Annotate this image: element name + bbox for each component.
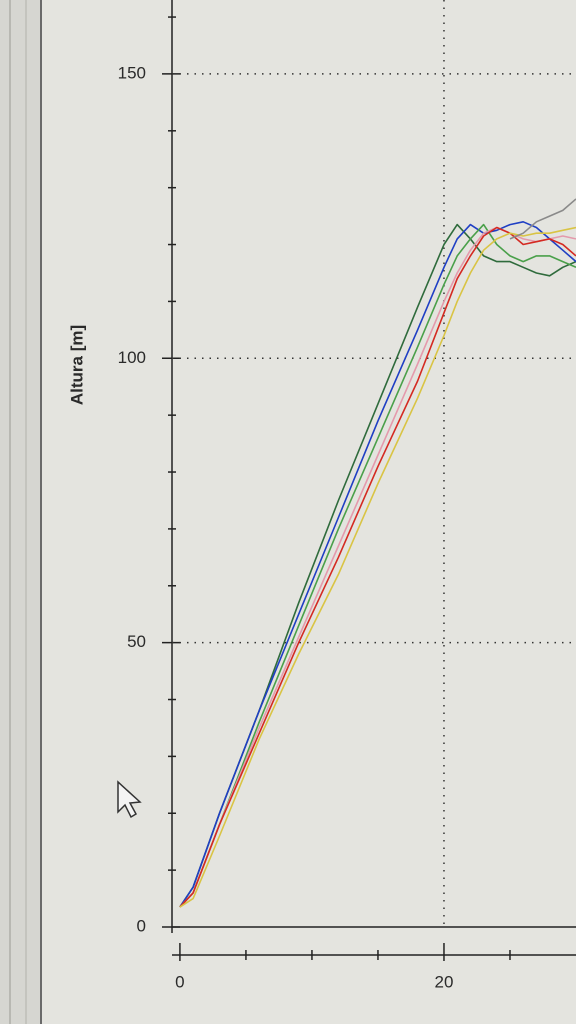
y-tick-label: 0: [137, 916, 146, 935]
x-tick-label: 0: [175, 972, 184, 991]
series-line: [509, 198, 576, 240]
series-line: [179, 223, 576, 908]
y-tick-label: 150: [118, 63, 146, 82]
x-tick-label: 20: [435, 972, 454, 991]
y-axis-label: Altura [m]: [67, 325, 86, 405]
series-line: [179, 226, 576, 908]
series-line: [179, 226, 576, 908]
mouse-cursor: [117, 780, 142, 819]
series-line: [179, 221, 576, 908]
window-frame: [0, 0, 40, 1024]
y-tick-label: 50: [127, 632, 146, 651]
y-tick-label: 100: [118, 348, 146, 367]
